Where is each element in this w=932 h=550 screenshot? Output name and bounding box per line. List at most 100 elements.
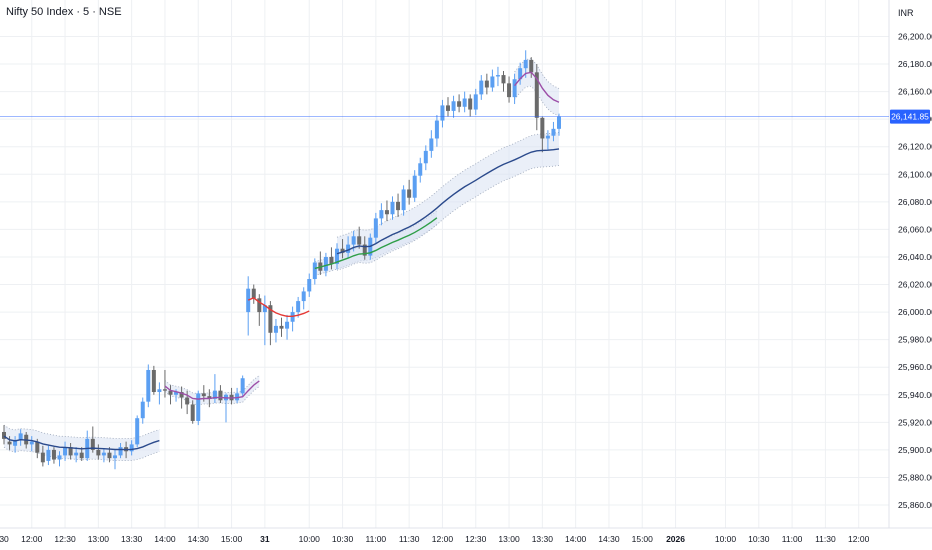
currency-label[interactable]: INR	[898, 8, 914, 18]
vwap-lines	[3, 71, 560, 451]
vwap-line	[247, 297, 310, 318]
y-tick-label: 26,180.00	[898, 59, 932, 69]
candle	[74, 452, 79, 456]
y-tick-label: 25,940.00	[898, 390, 932, 400]
candle	[18, 433, 23, 441]
vwap-line	[314, 217, 438, 270]
x-tick-label: 2026	[666, 534, 685, 544]
candle	[373, 218, 378, 238]
candle	[51, 449, 56, 460]
candle	[484, 80, 489, 88]
candle	[468, 98, 473, 110]
candle	[174, 392, 179, 395]
candle	[273, 325, 278, 333]
candle	[384, 210, 389, 215]
candle	[90, 438, 95, 450]
candle	[507, 83, 512, 98]
candle	[534, 72, 539, 118]
candle	[46, 449, 51, 461]
x-tick-label: 10:00	[715, 534, 737, 544]
candle	[434, 120, 439, 139]
candle	[512, 79, 517, 98]
y-tick-label: 25,920.00	[898, 417, 932, 427]
y-tick-label: 25,960.00	[898, 362, 932, 372]
x-tick-label: 13:30	[532, 534, 554, 544]
candle	[151, 369, 156, 393]
candle	[451, 101, 456, 111]
candle	[323, 256, 328, 271]
candle	[285, 321, 290, 329]
candle	[540, 117, 545, 139]
candle	[296, 301, 301, 313]
y-tick-label: 26,100.00	[898, 169, 932, 179]
candle	[190, 404, 195, 421]
candle	[240, 378, 245, 394]
vwap-band-upper	[336, 132, 560, 238]
candle	[346, 244, 351, 253]
x-tick-label: 11:30	[399, 534, 420, 544]
candle	[68, 447, 73, 456]
y-tick-label: 26,200.00	[898, 32, 932, 42]
symbol-title[interactable]: Nifty 50 Index · 5 · NSE	[6, 6, 122, 18]
last-price-label: 26,141.85	[891, 112, 929, 122]
vwap-band-lower	[336, 165, 560, 271]
candle	[557, 116, 561, 129]
x-tick-label: 14:30	[598, 534, 620, 544]
y-axis[interactable]: 26,200.0026,180.0026,160.0026,140.0026,1…	[898, 32, 932, 511]
x-tick-label: 14:00	[154, 534, 176, 544]
candle	[407, 189, 412, 198]
y-tick-label: 26,120.00	[898, 142, 932, 152]
candle	[518, 68, 523, 80]
y-tick-label: 26,060.00	[898, 224, 932, 234]
x-tick-label: 31	[260, 534, 270, 544]
x-tick-label: 11:30	[815, 534, 836, 544]
candle	[462, 98, 467, 107]
candle	[29, 441, 34, 445]
candle	[157, 389, 162, 393]
vwap-line	[3, 435, 160, 451]
x-axis[interactable]: 11:30 12:00 12:30 13:00 13:30 14:00 14:30 15:00…	[0, 534, 870, 544]
x-tick-label: 11:00	[366, 534, 387, 544]
candle	[390, 201, 395, 215]
candle	[307, 279, 312, 292]
x-tick-label: 15:00	[632, 534, 654, 544]
candle	[357, 236, 362, 245]
candle	[168, 390, 173, 395]
candle	[135, 418, 140, 445]
y-tick-label: 26,020.00	[898, 280, 932, 290]
vwap-band	[164, 375, 260, 405]
x-tick-label: 15:00	[221, 534, 243, 544]
candle	[262, 305, 267, 313]
candle	[312, 262, 317, 280]
candles	[2, 50, 561, 470]
y-tick-label: 25,880.00	[898, 472, 932, 482]
y-tick-label: 26,000.00	[898, 307, 932, 317]
x-tick-label: 12:30	[465, 534, 487, 544]
candle	[268, 305, 273, 333]
vwap-band	[337, 132, 559, 271]
candle	[251, 288, 256, 299]
candle	[423, 150, 428, 164]
candle	[329, 256, 334, 264]
candle	[279, 325, 284, 329]
candle	[107, 452, 112, 459]
y-tick-label: 26,040.00	[898, 252, 932, 262]
candle	[479, 80, 484, 95]
vwap-line	[164, 380, 260, 400]
candle	[101, 452, 106, 456]
candle	[545, 135, 550, 139]
candle	[129, 444, 134, 452]
candle	[335, 248, 339, 264]
candle	[212, 390, 217, 399]
candle	[396, 201, 401, 211]
candle	[473, 94, 478, 110]
x-tick-label: 12:00	[848, 534, 870, 544]
x-tick-label: 14:00	[565, 534, 587, 544]
candle	[351, 236, 356, 245]
candle	[2, 431, 6, 439]
y-tick-label: 25,900.00	[898, 445, 932, 455]
x-tick-label: 10:30	[748, 534, 770, 544]
candle	[96, 449, 101, 456]
candle	[418, 163, 423, 176]
